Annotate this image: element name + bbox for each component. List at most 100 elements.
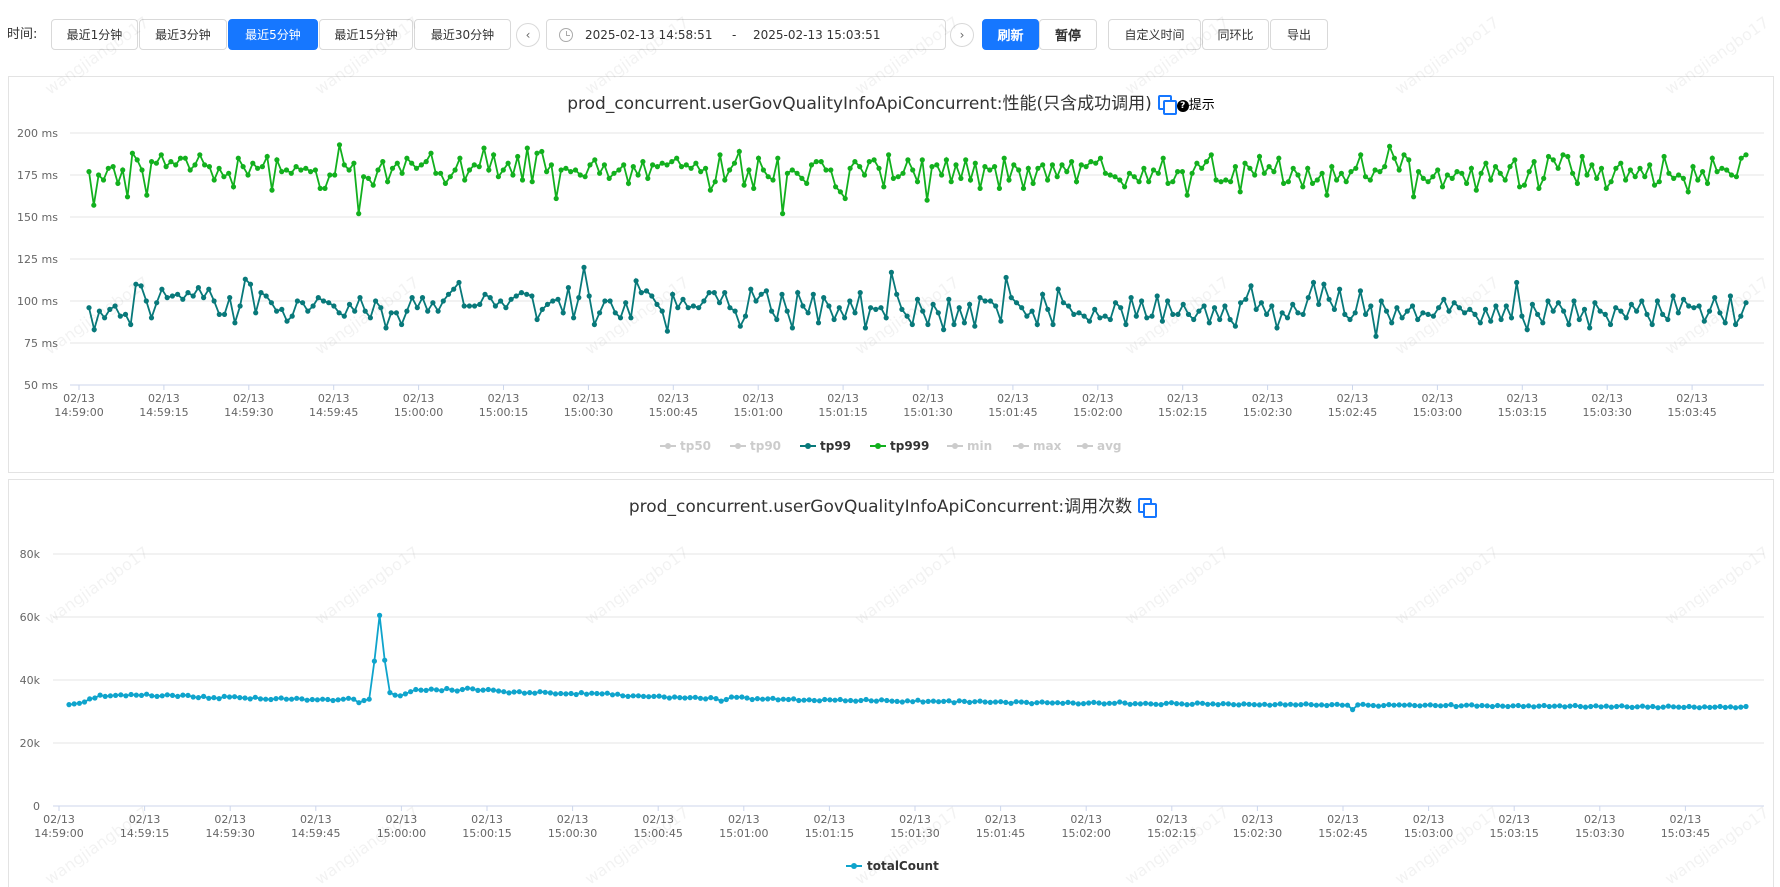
custom-time-button[interactable]: 自定义时间 [1108, 19, 1201, 50]
legend-symbol-dot [952, 443, 958, 449]
data-point-tp99 [748, 286, 754, 292]
range-1min-button[interactable]: 最近1分钟 [51, 19, 138, 50]
data-point-tp99 [888, 269, 895, 275]
data-point-tp99 [581, 264, 587, 270]
data-point-tp999 [765, 174, 771, 180]
data-point-tp99 [565, 285, 572, 291]
data-point-tp999 [958, 175, 964, 181]
data-point-tp999 [929, 164, 935, 170]
data-point-tp99 [795, 290, 801, 296]
hint-label: 提示 [1188, 98, 1215, 113]
data-point-tp999 [1334, 177, 1340, 183]
data-point-tp999 [1256, 153, 1263, 160]
range-separator: - [732, 28, 737, 42]
legend-item-min[interactable]: min [947, 439, 992, 453]
legend-symbol-dot [735, 443, 741, 449]
data-point-tp999 [1521, 182, 1527, 188]
data-point-tp999 [1391, 155, 1397, 161]
legend-item-tp999[interactable]: tp999 [870, 439, 929, 453]
data-point-tp99 [873, 306, 879, 312]
data-point-tp99 [1003, 274, 1009, 281]
range-5min-button[interactable]: 最近5分钟 [228, 19, 318, 50]
range-start-time[interactable]: 2025-02-13 14:58:51 [585, 28, 713, 42]
performance-chart-title: prod_concurrent.userGovQualityInfoApiCon… [567, 94, 1152, 114]
data-point-tp99 [1128, 295, 1134, 301]
export-button[interactable]: 导出 [1270, 19, 1328, 50]
data-point-tp999 [120, 167, 126, 173]
chevron-left-icon[interactable]: ‹ [516, 23, 540, 47]
range-3min-button[interactable]: 最近3分钟 [139, 19, 227, 50]
data-point-tp99 [216, 311, 222, 317]
data-point-tp999 [630, 164, 636, 170]
data-point-tp99 [279, 306, 285, 312]
data-point-tp99 [842, 315, 848, 321]
data-point-tp999 [1473, 187, 1479, 193]
data-point-tp999 [693, 160, 699, 166]
data-point-tp99 [320, 298, 327, 304]
data-point-tp99 [597, 310, 603, 316]
pause-button[interactable]: 暂停 [1039, 19, 1097, 50]
range-15min-button[interactable]: 最近15分钟 [319, 19, 413, 50]
data-point-tp999 [1714, 169, 1720, 175]
data-point-tp99 [1196, 308, 1202, 314]
data-point-tp999 [1627, 167, 1633, 173]
data-point-tp99 [1040, 291, 1046, 297]
data-point-tp99 [1102, 313, 1108, 319]
legend-item-tp99[interactable]: tp99 [800, 439, 851, 453]
data-point-tp999 [1623, 177, 1629, 183]
data-point-tp999 [322, 185, 328, 191]
copy-icon[interactable] [1157, 95, 1177, 115]
x-tick-date: 02/13 [1082, 392, 1114, 405]
data-point-tp999 [423, 159, 429, 165]
data-point-tp99 [1592, 300, 1598, 306]
data-point-tp999 [963, 157, 969, 163]
data-point-tp999 [876, 165, 882, 171]
data-point-tp999 [1704, 180, 1711, 186]
data-point-tp999 [124, 194, 131, 200]
data-point-tp99 [836, 305, 842, 311]
data-point-tp999 [1512, 157, 1518, 163]
data-point-tp999 [1146, 179, 1152, 185]
date-range-picker[interactable]: 2025-02-13 14:58:51 - 2025-02-13 15:03:5… [546, 19, 946, 50]
legend-item-avg[interactable]: avg [1077, 439, 1122, 453]
data-point-tp99 [617, 315, 624, 321]
data-point-tp999 [678, 164, 685, 170]
data-point-tp99 [1034, 321, 1040, 328]
chevron-right-icon[interactable]: › [950, 23, 974, 47]
data-point-tp999 [1093, 160, 1099, 166]
data-point-tp99 [143, 298, 149, 304]
legend-item-max[interactable]: max [1013, 439, 1062, 453]
data-point-tp999 [1073, 179, 1080, 185]
data-point-tp999 [1088, 159, 1094, 165]
legend-item-tp50[interactable]: tp50 [660, 439, 711, 453]
data-point-tp999 [1483, 160, 1489, 166]
data-point-tp99 [1290, 301, 1296, 307]
data-point-tp99 [206, 286, 212, 292]
x-tick-date: 02/13 [233, 392, 265, 405]
data-point-tp999 [1502, 177, 1508, 183]
data-point-tp99 [914, 296, 921, 302]
data-point-tp999 [1613, 165, 1619, 171]
x-tick-date: 02/13 [318, 392, 350, 405]
data-point-tp999 [168, 159, 174, 165]
data-point-tp999 [1189, 170, 1195, 176]
data-point-tp99 [498, 298, 504, 304]
hint-link[interactable]: ? 提示 [1176, 98, 1215, 113]
data-point-tp999 [1367, 177, 1373, 183]
data-point-tp999 [413, 165, 420, 171]
data-point-tp99 [1717, 310, 1723, 316]
data-point-tp99 [1550, 308, 1556, 314]
data-point-tp99 [107, 306, 113, 312]
data-point-tp999 [924, 197, 930, 203]
data-point-tp99 [1305, 295, 1311, 301]
data-point-tp99 [1686, 303, 1692, 309]
data-point-tp999 [283, 167, 290, 173]
data-point-tp99 [1357, 288, 1363, 294]
copy-icon[interactable] [1138, 498, 1158, 518]
compare-button[interactable]: 同环比 [1202, 19, 1269, 50]
range-30min-button[interactable]: 最近30分钟 [414, 19, 511, 50]
range-end-time[interactable]: 2025-02-13 15:03:51 [753, 28, 881, 42]
call-count-chart-title-row: prod_concurrent.userGovQualityInfoApiCon… [9, 492, 1773, 518]
legend-item-tp90[interactable]: tp90 [730, 439, 781, 453]
refresh-button[interactable]: 刷新 [982, 19, 1039, 50]
